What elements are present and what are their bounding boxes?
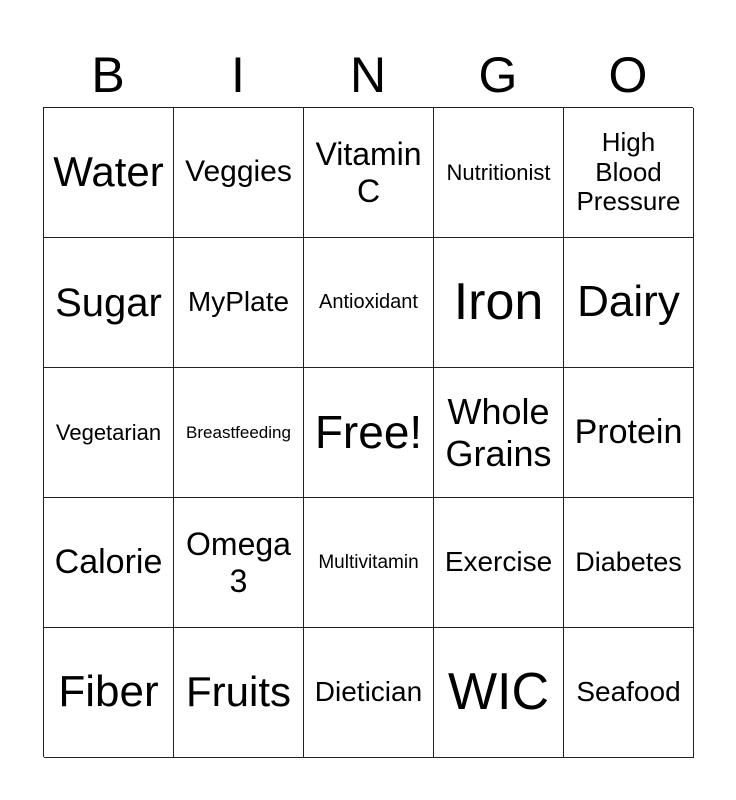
bingo-cell[interactable]: Iron xyxy=(434,238,564,368)
bingo-cell[interactable]: Dairy xyxy=(564,238,694,368)
bingo-cell[interactable]: Seafood xyxy=(564,628,694,758)
bingo-cell[interactable]: Diabetes xyxy=(564,498,694,628)
bingo-cell[interactable]: Nutritionist xyxy=(434,108,564,238)
bingo-cell[interactable]: Exercise xyxy=(434,498,564,628)
header-letter-n: N xyxy=(349,47,387,103)
bingo-cell[interactable]: High Blood Pressure xyxy=(564,108,694,238)
bingo-cell[interactable]: Omega 3 xyxy=(174,498,304,628)
header-letter-b: B xyxy=(91,47,125,103)
bingo-cell[interactable]: Breastfeeding xyxy=(174,368,304,498)
bingo-cell[interactable]: Veggies xyxy=(174,108,304,238)
bingo-cell[interactable]: Water xyxy=(44,108,174,238)
bingo-cell[interactable]: Calorie xyxy=(44,498,174,628)
bingo-cell[interactable]: Vegetarian xyxy=(44,368,174,498)
bingo-cell[interactable]: Vitamin C xyxy=(304,108,434,238)
bingo-header: B I N G O xyxy=(43,44,693,106)
bingo-cell[interactable]: WIC xyxy=(434,628,564,758)
bingo-cell[interactable]: MyPlate xyxy=(174,238,304,368)
bingo-cell[interactable]: Sugar xyxy=(44,238,174,368)
bingo-cell[interactable]: Fiber xyxy=(44,628,174,758)
bingo-grid: Water Veggies Vitamin C Nutritionist High Bl… xyxy=(43,107,694,758)
bingo-cell[interactable]: Free! xyxy=(304,368,434,498)
header-letter-i: I xyxy=(231,47,245,103)
bingo-cell[interactable]: Multivitamin xyxy=(304,498,434,628)
bingo-cell[interactable]: Fruits xyxy=(174,628,304,758)
bingo-cell[interactable]: Protein xyxy=(564,368,694,498)
header-letter-g: G xyxy=(478,47,518,103)
header-letter-o: O xyxy=(608,47,648,103)
bingo-cell[interactable]: Antioxidant xyxy=(304,238,434,368)
bingo-cell[interactable]: Dietician xyxy=(304,628,434,758)
bingo-cell[interactable]: Whole Grains xyxy=(434,368,564,498)
